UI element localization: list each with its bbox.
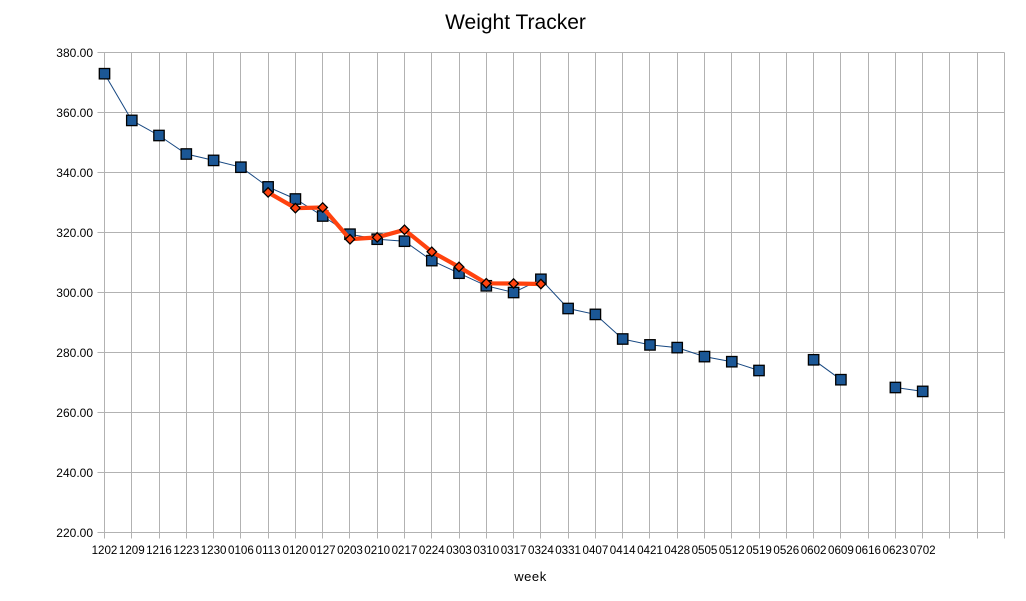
- svg-text:1230: 1230: [201, 544, 227, 557]
- svg-text:280.00: 280.00: [56, 346, 93, 360]
- svg-text:340.00: 340.00: [56, 166, 93, 180]
- svg-text:0310: 0310: [473, 544, 499, 557]
- svg-text:0512: 0512: [719, 544, 745, 557]
- svg-text:360.00: 360.00: [56, 106, 93, 120]
- svg-text:0519: 0519: [746, 544, 772, 557]
- svg-text:0224: 0224: [419, 544, 445, 557]
- svg-text:320.00: 320.00: [56, 226, 93, 240]
- svg-text:0113: 0113: [256, 544, 281, 557]
- svg-text:0609: 0609: [828, 544, 854, 557]
- svg-text:Weight Tracker: Weight Tracker: [445, 11, 586, 34]
- svg-text:0203: 0203: [337, 544, 363, 557]
- svg-text:260.00: 260.00: [56, 406, 93, 420]
- svg-text:0217: 0217: [392, 544, 418, 557]
- svg-text:300.00: 300.00: [56, 286, 93, 300]
- svg-text:0505: 0505: [692, 544, 718, 557]
- svg-text:0303: 0303: [446, 544, 472, 557]
- svg-text:0210: 0210: [364, 544, 390, 557]
- svg-text:1216: 1216: [146, 544, 172, 557]
- svg-text:0526: 0526: [773, 544, 799, 557]
- svg-text:week: week: [513, 569, 547, 584]
- svg-text:0120: 0120: [283, 544, 309, 557]
- svg-text:1202: 1202: [92, 544, 118, 557]
- svg-text:0616: 0616: [855, 544, 881, 557]
- svg-text:0331: 0331: [555, 544, 581, 557]
- svg-text:0602: 0602: [801, 544, 827, 557]
- svg-text:0106: 0106: [228, 544, 254, 557]
- svg-text:0702: 0702: [910, 544, 936, 557]
- svg-text:380.00: 380.00: [56, 46, 93, 60]
- svg-text:0421: 0421: [637, 544, 663, 557]
- svg-text:0407: 0407: [583, 544, 609, 557]
- svg-text:0414: 0414: [610, 544, 636, 557]
- svg-text:1209: 1209: [119, 544, 145, 557]
- svg-text:0623: 0623: [883, 544, 909, 557]
- svg-text:0317: 0317: [501, 544, 527, 557]
- svg-text:220.00: 220.00: [56, 526, 93, 540]
- svg-text:240.00: 240.00: [56, 466, 93, 480]
- svg-text:0127: 0127: [310, 544, 336, 557]
- svg-text:0324: 0324: [528, 544, 554, 557]
- svg-text:0428: 0428: [664, 544, 690, 557]
- svg-text:1223: 1223: [173, 544, 199, 557]
